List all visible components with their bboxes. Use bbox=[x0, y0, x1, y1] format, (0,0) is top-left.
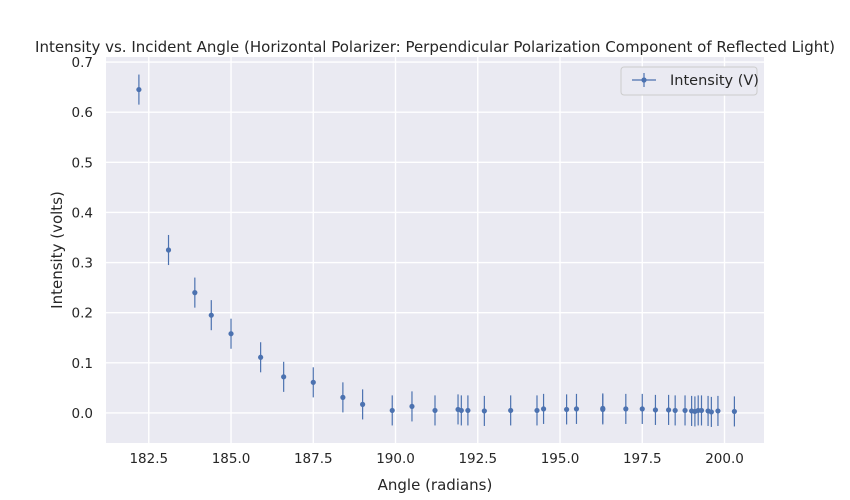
data-point bbox=[672, 407, 678, 414]
data-point bbox=[208, 312, 214, 318]
x-axis-label: Angle (radians) bbox=[378, 476, 493, 494]
data-point bbox=[508, 407, 514, 414]
data-point bbox=[652, 407, 659, 413]
grid bbox=[106, 57, 764, 443]
data-point bbox=[228, 331, 234, 337]
data-point bbox=[540, 406, 547, 412]
data-point bbox=[409, 403, 415, 410]
chart-title: Intensity vs. Incident Angle (Horizontal… bbox=[35, 38, 835, 56]
data-point bbox=[639, 406, 645, 412]
data-point bbox=[623, 406, 629, 412]
y-tick-label: 0.2 bbox=[72, 306, 93, 322]
data-point bbox=[573, 406, 580, 412]
data-point bbox=[715, 408, 721, 414]
data-point bbox=[281, 374, 287, 380]
x-tick-label: 197.5 bbox=[623, 451, 662, 467]
data-point bbox=[682, 407, 688, 414]
legend-point-marker bbox=[641, 77, 647, 83]
data-point bbox=[481, 408, 487, 414]
data-point bbox=[600, 406, 606, 413]
data-point bbox=[165, 247, 172, 253]
data-points bbox=[136, 74, 737, 427]
y-tick-label: 0.1 bbox=[72, 356, 93, 372]
y-tick-label: 0.0 bbox=[72, 406, 93, 422]
data-point bbox=[465, 407, 471, 414]
data-point bbox=[389, 407, 395, 414]
data-point bbox=[360, 401, 366, 407]
data-point bbox=[698, 407, 705, 414]
y-tick-label: 0.3 bbox=[72, 256, 93, 272]
tick-labels: 182.5 185.0 187.5 190.0 192.5 195.0 197.5 200.0… bbox=[72, 55, 744, 467]
y-tick-label: 0.7 bbox=[72, 55, 93, 71]
data-point bbox=[432, 407, 438, 414]
x-tick-label: 200.0 bbox=[705, 451, 744, 467]
y-tick-label: 0.5 bbox=[72, 155, 93, 171]
data-point bbox=[258, 354, 264, 360]
data-point bbox=[310, 379, 316, 385]
y-axis-label: Intensity (volts) bbox=[48, 191, 66, 309]
data-point bbox=[708, 409, 714, 415]
y-tick-label: 0.6 bbox=[72, 105, 93, 121]
x-tick-label: 185.0 bbox=[212, 451, 251, 467]
x-tick-label: 195.0 bbox=[541, 451, 580, 467]
plot-area bbox=[106, 57, 764, 443]
data-point bbox=[731, 408, 737, 415]
data-point bbox=[534, 407, 540, 414]
y-tick-label: 0.4 bbox=[72, 205, 93, 221]
data-point bbox=[665, 407, 672, 413]
x-tick-label: 190.0 bbox=[376, 451, 415, 467]
data-point bbox=[564, 406, 570, 413]
legend[interactable]: Intensity (V) bbox=[620, 66, 759, 96]
legend-box bbox=[620, 66, 758, 96]
data-point bbox=[458, 407, 464, 414]
data-point bbox=[192, 290, 198, 296]
legend-entry-intensity: Intensity (V) bbox=[670, 73, 759, 89]
x-tick-label: 192.5 bbox=[458, 451, 497, 467]
x-tick-label: 182.5 bbox=[129, 451, 168, 467]
data-point bbox=[136, 86, 142, 93]
x-tick-label: 187.5 bbox=[294, 451, 333, 467]
data-point bbox=[340, 394, 346, 400]
